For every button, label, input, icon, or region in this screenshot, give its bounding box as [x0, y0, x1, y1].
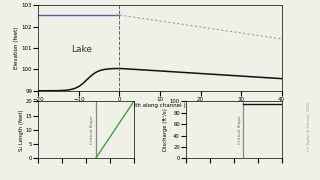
Text: Critical Slope: Critical Slope — [238, 116, 242, 144]
Text: (c) Taylor & Francis, 2015: (c) Taylor & Francis, 2015 — [307, 101, 311, 151]
X-axis label: Length along channel (feet): Length along channel (feet) — [122, 103, 198, 108]
Y-axis label: S₂ Length (feet): S₂ Length (feet) — [19, 109, 24, 151]
Text: Lake: Lake — [71, 45, 92, 54]
Text: Critical Slope: Critical Slope — [90, 116, 94, 144]
Y-axis label: Discharge (ft³/s): Discharge (ft³/s) — [164, 109, 168, 151]
Y-axis label: Elevation (feet): Elevation (feet) — [14, 27, 19, 69]
